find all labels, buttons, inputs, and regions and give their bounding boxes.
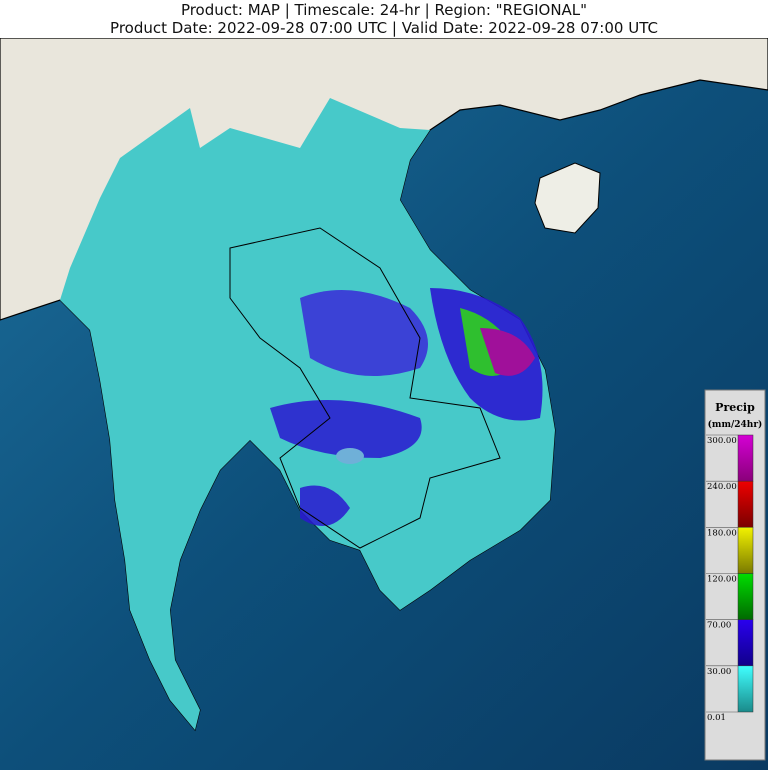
legend-label: 0.01 [707,713,726,723]
legend-label: 30.00 [707,667,731,677]
legend-label: 120.00 [707,575,737,585]
rain-area [480,328,535,376]
color-segment [737,573,754,620]
legend-title: Precip [715,401,755,414]
legend-label: 180.00 [707,528,737,538]
color-segment [737,434,754,482]
rain-area [300,290,428,376]
map [0,38,768,770]
rain-area [270,400,422,458]
legend-label: 70.00 [707,621,731,631]
lake [336,448,364,464]
header-line: Product: MAP | Timescale: 24-hr | Region… [180,1,588,19]
island [534,162,601,234]
legend-units: (mm/24hr) [708,419,763,430]
color-segment [737,527,754,574]
color-segment [737,480,754,528]
border [229,227,501,549]
legend-label: 300.00 [707,436,737,446]
color-segment [737,665,754,713]
legend-label: 240.00 [707,482,737,492]
color-segment [737,619,754,667]
header-line: Product Date: 2022-09-28 07:00 UTC | Val… [110,19,658,37]
legend-box [704,389,766,761]
